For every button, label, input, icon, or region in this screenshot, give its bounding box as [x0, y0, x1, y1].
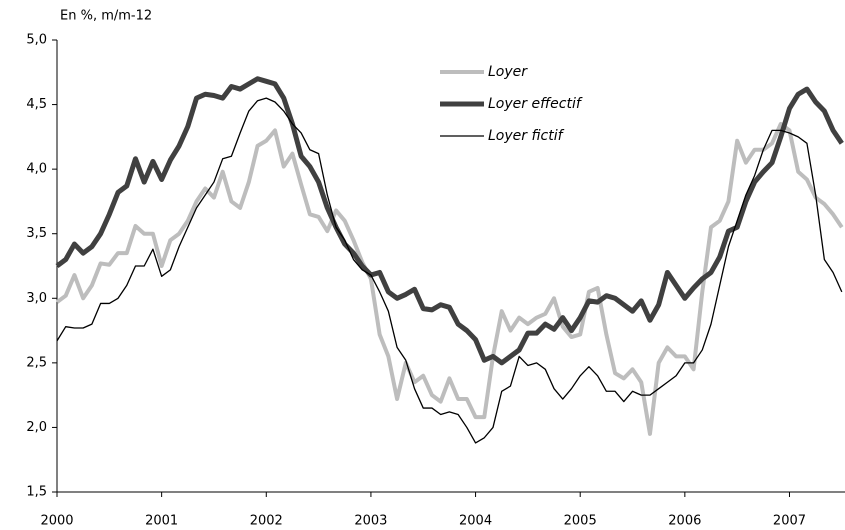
series-line [55, 76, 844, 366]
legend-text: Loyer fictif [488, 128, 565, 144]
y-tick-label: 5,0 [26, 33, 47, 48]
x-tick-label: 2006 [668, 514, 701, 529]
x-tick-label: 2000 [40, 514, 73, 529]
x-tick-label: 2007 [773, 514, 806, 529]
x-tick-label: 2004 [459, 514, 492, 529]
legend-text: Loyer effectif [488, 96, 583, 112]
y-tick-label: 2,0 [26, 420, 47, 435]
legend-text: Loyer [488, 64, 528, 80]
x-tick-label: 2005 [564, 514, 597, 529]
axis-label: En %, m/m-12 [60, 9, 152, 24]
y-tick-label: 4,5 [26, 97, 47, 112]
series-line [55, 121, 844, 436]
y-tick-label: 4,0 [26, 162, 47, 177]
series-line [56, 97, 843, 444]
y-tick-label: 3,0 [26, 291, 47, 306]
y-tick-label: 1,5 [26, 485, 47, 500]
x-tick-label: 2001 [145, 514, 178, 529]
x-tick-label: 2003 [354, 514, 387, 529]
x-tick-label: 2002 [250, 514, 283, 529]
y-tick-label: 2,5 [26, 355, 47, 370]
y-tick-label: 3,5 [26, 226, 47, 241]
